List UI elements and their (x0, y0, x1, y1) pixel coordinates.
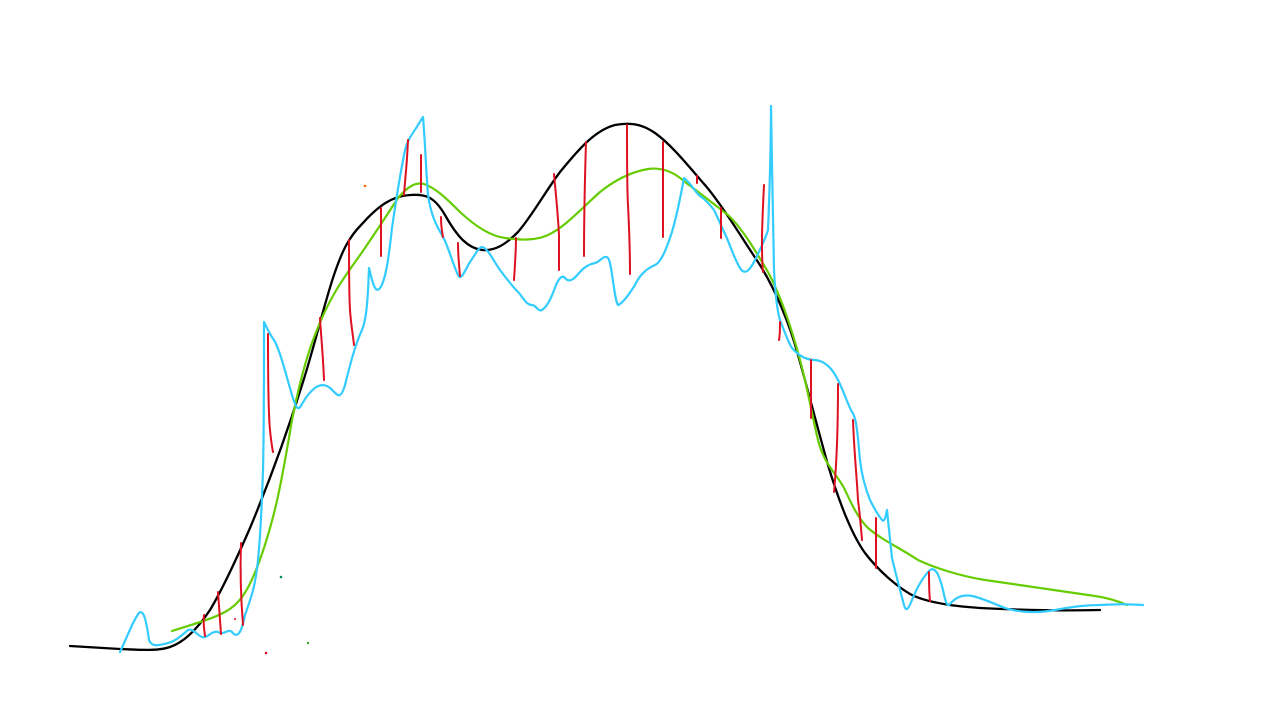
green-smoothed-curve (170, 167, 1129, 633)
residual-line (513, 237, 517, 281)
residual-line (440, 216, 444, 238)
red-residual-lines (202, 124, 931, 637)
residual-line (833, 383, 839, 493)
residual-line (403, 139, 409, 196)
orange-dot (363, 184, 367, 188)
blue-noisy-curve (118, 104, 1145, 654)
red-dot (264, 651, 268, 655)
teal-dot (279, 575, 283, 579)
residual-line (217, 591, 222, 635)
residual-line (319, 317, 325, 381)
residual-line (239, 542, 244, 626)
stray-dots (234, 184, 367, 655)
residual-line (202, 614, 206, 637)
black-smooth-curve (68, 122, 1102, 652)
residual-line (348, 239, 355, 346)
residual-line (852, 419, 863, 541)
residual-line (761, 184, 765, 273)
residual-line (553, 173, 560, 271)
red-dot (234, 618, 236, 620)
residual-line (626, 124, 631, 275)
residual-line (778, 321, 781, 341)
residual-line (928, 571, 931, 602)
residual-line (267, 333, 274, 453)
residual-line (457, 242, 461, 277)
residual-line (583, 141, 587, 257)
green-dot (306, 641, 310, 645)
